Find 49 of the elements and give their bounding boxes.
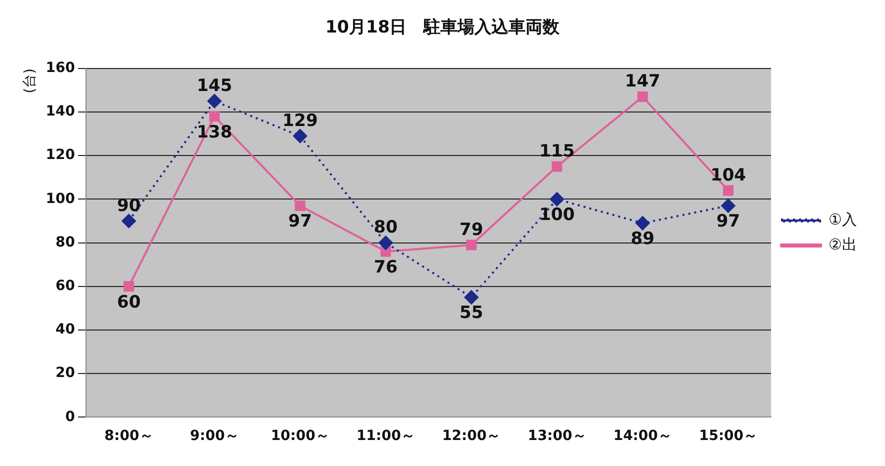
legend-label: ①入 [828, 210, 858, 228]
x-tick-label: 8:00～ [104, 428, 154, 444]
point [294, 200, 306, 211]
point [464, 290, 478, 304]
point [124, 281, 134, 292]
point [207, 94, 222, 108]
point [209, 111, 220, 122]
point [466, 240, 477, 250]
point [552, 161, 562, 172]
y-tick-label: 120 [46, 147, 76, 164]
x-tick-label: 10:00～ [270, 428, 330, 444]
data-label: 55 [460, 303, 484, 324]
data-label: 76 [374, 257, 398, 278]
x-tick-label: 13:00～ [528, 428, 586, 444]
data-label: 80 [374, 218, 398, 238]
y-tick-label: 60 [56, 278, 76, 294]
data-label: 100 [539, 205, 575, 226]
y-axis-title: (台) [22, 68, 38, 94]
data-label: 145 [196, 76, 232, 96]
point [636, 216, 650, 230]
point [637, 92, 648, 102]
point [550, 192, 564, 206]
y-tick-label: 0 [65, 408, 76, 425]
x-tick-label: 11:00～ [356, 428, 416, 444]
y-tick-label: 100 [46, 190, 76, 207]
y-tick-label: 140 [46, 104, 76, 120]
x-tick-label: 12:00～ [442, 428, 501, 444]
y-tick-label: 40 [56, 322, 76, 338]
data-label: 97 [716, 212, 740, 232]
legend-label: ②出 [828, 235, 858, 254]
point [722, 185, 734, 196]
chart-title: 10月18日 駐車場入込車両数 [325, 18, 561, 38]
point [380, 246, 391, 257]
data-label: 147 [624, 72, 660, 92]
data-label: 129 [282, 110, 318, 131]
point [122, 214, 136, 228]
x-tick-label: 14:00～ [613, 428, 672, 444]
y-tick-label: 80 [56, 234, 76, 250]
data-label: 79 [460, 220, 484, 240]
point [293, 128, 308, 143]
y-tick-label: 160 [46, 60, 76, 76]
x-tick-label: 15:00～ [698, 428, 758, 444]
point [378, 236, 393, 250]
y-tick-label: 20 [56, 365, 76, 382]
x-tick-label: 9:00～ [190, 428, 239, 444]
data-label: 90 [117, 196, 141, 216]
point [721, 198, 736, 213]
data-label: 60 [117, 292, 141, 312]
data-label: 97 [288, 212, 312, 232]
